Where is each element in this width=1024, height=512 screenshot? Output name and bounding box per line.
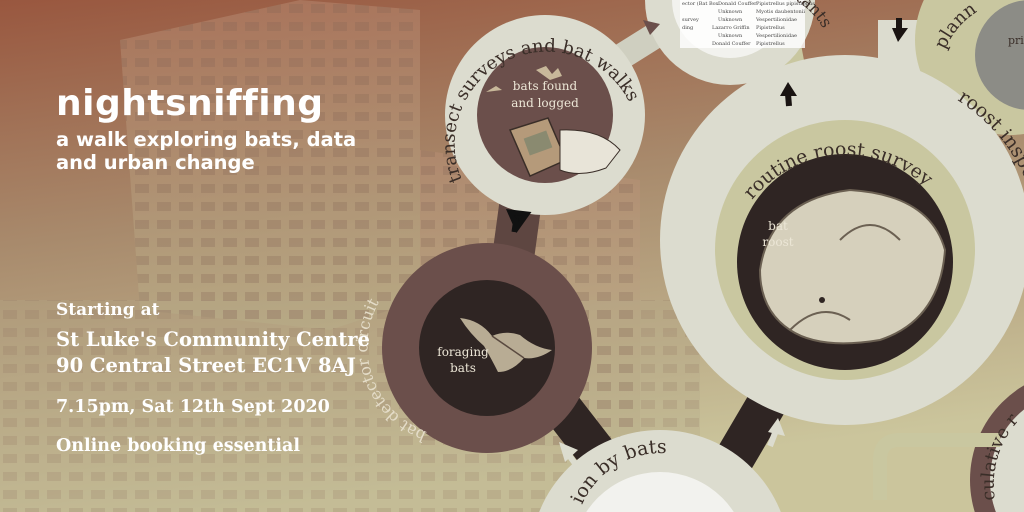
table-cell: Vespertilionidae bbox=[755, 17, 797, 23]
table-cell: Unknown bbox=[718, 9, 743, 15]
starting-at-label: Starting at bbox=[56, 300, 160, 320]
venue-line-2: 90 Central Street EC1V 8AJ bbox=[56, 354, 356, 377]
bracket-connector bbox=[873, 433, 1000, 500]
transect-inner-line1: bats found bbox=[513, 79, 578, 93]
table-cell: Pipistrellus bbox=[756, 25, 785, 31]
table-cell: ector (Bat Box bbox=[682, 0, 719, 7]
data-table-snippet: ector (Bat Box Donald Couffer Pipistrell… bbox=[680, 0, 815, 48]
arrow-up-icon bbox=[505, 209, 532, 234]
table-cell: Donald Couffer bbox=[718, 1, 757, 7]
flying-bat-icon bbox=[536, 66, 562, 80]
detector-inner-line1: foraging bbox=[437, 345, 489, 359]
arrow-up-icon bbox=[780, 82, 797, 107]
foraging-bat-icon bbox=[460, 318, 552, 372]
table-cell: Vespertilionidae bbox=[755, 33, 797, 39]
arrow-down-icon bbox=[892, 18, 908, 42]
transect-inner-line2: and logged bbox=[511, 96, 579, 110]
arrow-up-icon bbox=[559, 442, 583, 472]
table-cell: survey bbox=[682, 17, 699, 23]
table-cell: ding bbox=[682, 25, 694, 31]
event-datetime: 7.15pm, Sat 12th Sept 2020 bbox=[56, 397, 330, 417]
table-cell: Myotis daubentonii bbox=[756, 9, 805, 15]
detector-inner-line2: bats bbox=[450, 361, 476, 375]
bottom-right-circle bbox=[970, 385, 1024, 512]
roosting-bat-icon bbox=[758, 188, 947, 345]
roost-inner-line1: bat bbox=[768, 219, 788, 233]
arrow-right-icon bbox=[643, 20, 660, 35]
bottom-circle bbox=[539, 430, 781, 512]
booking-note: Online booking essential bbox=[56, 436, 301, 456]
table-cell: Pipistrellus pipistrellus bbox=[756, 1, 815, 7]
table-cell: Donald Couffer bbox=[712, 41, 751, 47]
poster-title: nightsniffing bbox=[56, 83, 324, 124]
table-cell: Unknown bbox=[718, 17, 743, 23]
table-cell: Unknown bbox=[718, 33, 743, 39]
arrow-up-icon bbox=[767, 418, 785, 448]
small-bat-icon bbox=[486, 86, 502, 92]
hand-with-detector-icon bbox=[508, 117, 621, 177]
table-cell: Pipistrellus bbox=[756, 41, 785, 47]
venue-line-1: St Luke's Community Centre bbox=[56, 328, 370, 351]
roost-inner-line2: roost bbox=[762, 235, 793, 249]
venue-address: St Luke's Community Centre 90 Central St… bbox=[56, 327, 396, 379]
topright-small-label: pri bbox=[1008, 34, 1024, 47]
table-cell: Lazarro Griffin bbox=[712, 25, 750, 31]
poster-subtitle: a walk exploring bats, data and urban ch… bbox=[56, 128, 357, 174]
